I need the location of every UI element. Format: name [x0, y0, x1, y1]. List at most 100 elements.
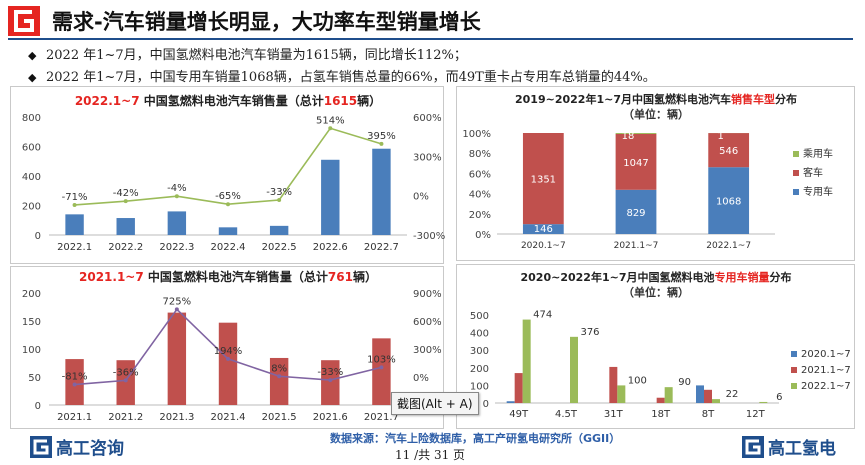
- bar: [372, 148, 391, 235]
- x-tick-label: 2022.1: [57, 242, 92, 253]
- y-tick-label: 20%: [469, 210, 491, 221]
- x-tick-label: 2021.1~7: [614, 241, 659, 251]
- segment-label: 18: [622, 131, 635, 142]
- growth-point: [174, 307, 179, 312]
- growth-label: -42%: [113, 188, 139, 199]
- x-tick-label: 2022.4: [211, 242, 246, 253]
- x-tick-label: 2020.1~7: [521, 241, 566, 251]
- legend-label: 乘用车: [803, 147, 833, 160]
- growth-label: 103%: [367, 354, 396, 365]
- x-tick-label: 31T: [604, 409, 624, 420]
- growth-point: [226, 356, 230, 361]
- bar: [65, 214, 84, 235]
- y-tick-label: 300: [470, 346, 489, 357]
- bar: [167, 312, 187, 405]
- g-logo-icon: [8, 6, 40, 36]
- stacked-segment: [708, 167, 750, 234]
- chart-title: 2020~2022年1~7月中国氢燃料电池专用车销量分布: [521, 270, 792, 284]
- y-tick-label: 400: [470, 329, 489, 340]
- x-tick-label: 2021.1: [57, 412, 92, 423]
- y-tick-label: 60%: [469, 169, 491, 180]
- x-tick-label: 2021.6: [313, 412, 348, 423]
- chart-title-part: 中国氢燃料电池汽车销售量（总计: [140, 93, 324, 108]
- y-tick-label: 100: [470, 381, 489, 392]
- stacked-segment: [522, 224, 564, 234]
- bar: [321, 159, 340, 235]
- y-tick-label: 0: [35, 401, 41, 412]
- chart-title: 2022.1~7 中国氢燃料电池汽车销售量（总计1615辆）: [75, 93, 381, 108]
- chart-subtitle: （单位：辆）: [623, 107, 689, 121]
- page-title: 需求-汽车销量增长明显，大功率车型销量增长: [52, 10, 481, 34]
- y2-tick-label: 600%: [413, 317, 442, 328]
- slide-header: 需求-汽车销量增长明显，大功率车型销量增长: [0, 0, 865, 40]
- chart-title-part: 专用车销量: [714, 270, 769, 284]
- bar-data-label: 376: [580, 327, 599, 338]
- chart-title-part: 分布: [775, 92, 797, 106]
- x-tick-label: 18T: [651, 409, 671, 420]
- growth-label: -4%: [167, 183, 186, 194]
- stacked-segment: [708, 133, 750, 168]
- y2-tick-label: 300%: [413, 152, 442, 163]
- growth-point: [72, 202, 77, 207]
- segment-label: 1351: [531, 175, 556, 186]
- x-tick-label: 12T: [746, 409, 766, 420]
- x-tick-label: 2021.2: [108, 412, 143, 423]
- footer-logo-left-text: 高工咨询: [56, 438, 124, 459]
- growth-point: [328, 378, 333, 383]
- growth-label: -65%: [215, 191, 241, 202]
- grouped-bar: [759, 401, 768, 403]
- x-tick-label: 8T: [702, 409, 715, 420]
- footer-logo-left: 高工咨询: [30, 434, 142, 460]
- y-tick-label: 200: [22, 289, 41, 300]
- growth-label: 8%: [271, 363, 287, 374]
- growth-point: [379, 141, 384, 146]
- growth-point: [174, 194, 179, 199]
- y-tick-label: 0%: [475, 230, 491, 241]
- x-tick-label: 2021.7: [364, 412, 399, 423]
- y2-tick-label: 300%: [413, 345, 442, 356]
- bullet-item: ◆ 2022 年1~7月，中国氢燃料电池汽车销量为1615辆，同比增长112%；: [28, 48, 467, 63]
- grouped-bar: [696, 385, 704, 403]
- growth-label: -33%: [317, 367, 343, 378]
- legend-swatch: [791, 367, 797, 373]
- chart-2022-sales: 2022.1~7 中国氢燃料电池汽车销售量（总计1615辆） 0 200 400 600…: [22, 93, 445, 253]
- y-tick-label: 600: [22, 143, 41, 154]
- x-tick-label: 2022.1~7: [706, 241, 751, 251]
- grouped-bar: [712, 399, 720, 403]
- segment-label: 1: [717, 131, 723, 142]
- y2-tick-label: 0%: [413, 373, 429, 384]
- growth-point: [226, 202, 230, 207]
- grouped-bar: [609, 366, 618, 403]
- stacked-segment: [615, 133, 657, 190]
- y-tick-label: 50: [28, 373, 41, 384]
- bar: [65, 359, 84, 405]
- x-tick-label: 2021.3: [159, 412, 194, 423]
- grouped-bar: [522, 319, 531, 403]
- growth-label: -71%: [62, 192, 88, 203]
- growth-label: 514%: [316, 115, 345, 126]
- bar: [116, 218, 135, 235]
- chart-title: 2021.1~7 中国氢燃料电池汽车销售量（总计761辆）: [79, 269, 377, 284]
- chart-title-part: 销售车型: [731, 92, 775, 106]
- grouped-bar: [617, 385, 626, 403]
- y2-tick-label: 900%: [413, 289, 442, 300]
- growth-point: [72, 382, 77, 387]
- growth-label: 395%: [367, 131, 396, 142]
- y-tick-label: 200: [22, 202, 41, 213]
- chart-title-part: 1615: [324, 94, 357, 108]
- chart-2021-sales: 2021.1~7 中国氢燃料电池汽车销售量（总计761辆） 0 50 100 150 20…: [22, 269, 445, 423]
- y-tick-label: 80%: [469, 149, 491, 160]
- segment-label: 146: [534, 224, 553, 235]
- growth-point: [123, 199, 128, 204]
- growth-label: 194%: [214, 346, 243, 357]
- growth-point: [328, 126, 333, 131]
- growth-point: [277, 197, 282, 202]
- y-tick-label: 0: [483, 399, 489, 410]
- screenshot-tooltip: 截图(Alt + A): [391, 392, 479, 415]
- grouped-bar: [506, 401, 515, 403]
- growth-point: [277, 374, 282, 379]
- y-tick-label: 40%: [469, 190, 491, 201]
- legend-label: 2020.1~7: [801, 349, 851, 360]
- chart-special-vehicle-distribution: 2020~2022年1~7月中国氢燃料电池专用车销量分布（单位：辆）010020…: [470, 270, 851, 420]
- x-tick-label: 2022.7: [364, 242, 399, 253]
